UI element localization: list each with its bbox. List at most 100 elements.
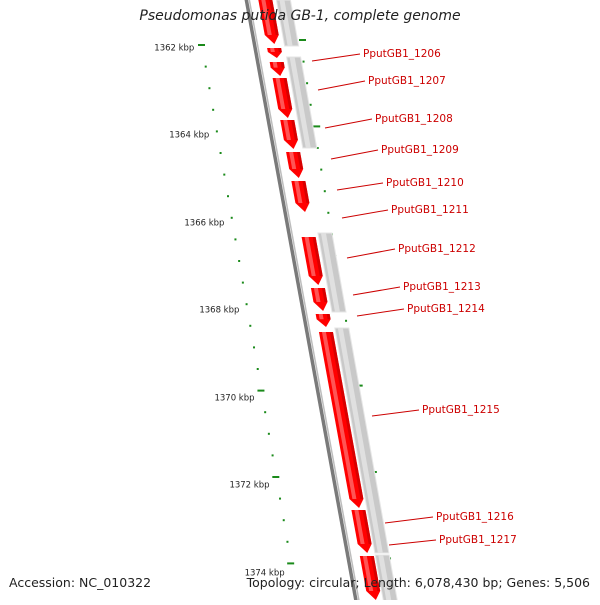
gene-leader-line xyxy=(384,516,434,524)
feature-shade xyxy=(283,78,293,109)
feature-shade xyxy=(321,288,328,302)
gene-outline-shine xyxy=(320,233,340,312)
feature-shine xyxy=(354,510,365,544)
tick-minor xyxy=(227,195,230,198)
gene-label: PputGB1_1217 xyxy=(439,534,517,546)
gene-label: PputGB1_1206 xyxy=(363,48,441,60)
gene-leader-line xyxy=(341,209,389,219)
gene-leader-line xyxy=(317,80,366,91)
gene-label: PputGB1_1214 xyxy=(407,303,485,315)
tick-minor xyxy=(234,238,237,241)
outer-tick-minor xyxy=(323,190,326,193)
tick-minor xyxy=(245,303,248,306)
feature-shine xyxy=(304,237,316,276)
outer-tick-minor xyxy=(316,147,319,149)
tick-minor xyxy=(204,65,207,68)
gene-outline-shine xyxy=(289,57,311,148)
gene-label: PputGB1_1207 xyxy=(368,75,446,87)
feature-shine xyxy=(272,62,278,68)
gene-outline-shine xyxy=(378,555,393,605)
tick-minor xyxy=(208,87,211,90)
gene-leader-line xyxy=(336,182,384,191)
gene-label: PputGB1_1215 xyxy=(422,404,500,416)
outer-tick-minor xyxy=(302,60,305,63)
genome-title: Pseudomonas putida GB-1, complete genome xyxy=(139,8,461,24)
gene-outline-shine xyxy=(279,0,293,46)
gene-leader-line xyxy=(352,286,401,296)
tick-minor xyxy=(286,540,289,543)
axis-label: 1364 kbp xyxy=(169,131,209,141)
gene-leader-line xyxy=(346,248,396,259)
tick-minor xyxy=(230,216,233,219)
tick-minor xyxy=(253,346,256,349)
axis-label: 1368 kbp xyxy=(199,306,239,316)
outer-tick-major xyxy=(313,125,321,128)
outer-tick-minor xyxy=(306,82,309,85)
outer-tick-minor xyxy=(309,103,312,106)
tick-minor xyxy=(249,324,252,327)
outer-tick-minor xyxy=(345,319,348,322)
tick-minor xyxy=(256,368,259,370)
backbone-highlight xyxy=(248,0,361,605)
feature-shade xyxy=(278,48,282,52)
tick-major xyxy=(198,44,205,46)
gene-label: PputGB1_1216 xyxy=(436,511,514,523)
accession-text: Accession: NC_010322 xyxy=(9,575,152,590)
gene-label: PputGB1_1213 xyxy=(403,281,481,293)
axis-label: 1372 kbp xyxy=(229,481,269,491)
feature-shine xyxy=(362,556,374,591)
gene-leader-line xyxy=(356,308,405,317)
gene-outline-shine xyxy=(337,328,383,553)
feature-shade xyxy=(326,314,331,320)
feature-shade xyxy=(312,237,323,276)
outer-tick-minor xyxy=(320,168,323,171)
feature-shade xyxy=(302,181,310,203)
tick-major xyxy=(257,389,265,392)
gene-labels: PputGB1_1206 PputGB1_1207 PputGB1_1208 Pput… xyxy=(311,48,517,546)
tick-minor xyxy=(264,411,267,414)
tick-major xyxy=(272,476,280,478)
axis-label: 1374 kbp xyxy=(245,569,285,579)
tick-minor xyxy=(271,454,274,457)
gene-label: PputGB1_1212 xyxy=(398,243,476,255)
feature-track xyxy=(258,0,381,600)
backbone-line xyxy=(244,0,359,605)
gene-leader-line xyxy=(388,539,437,546)
genome-summary-text: Topology: circular; Length: 6,078,430 bp… xyxy=(246,575,590,590)
tick-minor xyxy=(212,108,215,111)
feature-shine xyxy=(321,332,357,499)
feature-shine xyxy=(289,152,297,169)
gene-leader-line xyxy=(311,53,361,62)
feature-shade xyxy=(297,152,304,169)
feature-shine xyxy=(283,120,291,140)
gene-outline-track xyxy=(275,0,399,605)
feature-shine xyxy=(261,0,272,35)
gene-label: PputGB1_1209 xyxy=(381,144,459,156)
gene-leader-line xyxy=(371,409,420,417)
feature-shade xyxy=(329,332,364,499)
feature-shine xyxy=(313,288,321,302)
gene-label: PputGB1_1210 xyxy=(386,177,464,189)
axis-labels: 1362 kbp 1364 kbp 1366 kbp 1368 kbp 1370 kbp… xyxy=(154,44,284,579)
tick-major xyxy=(287,562,295,565)
tick-minor xyxy=(241,281,244,284)
feature-shade xyxy=(269,0,279,35)
feature-shade xyxy=(370,556,381,591)
gene-leader-line xyxy=(330,149,379,160)
tick-minor xyxy=(223,173,226,176)
feature-shine xyxy=(270,48,275,52)
outer-tick-minor xyxy=(327,211,330,214)
tick-minor xyxy=(215,130,218,133)
feature-shine xyxy=(294,181,303,203)
outer-tick-major xyxy=(299,39,306,41)
tick-minor xyxy=(282,519,285,522)
axis-label: 1370 kbp xyxy=(214,394,254,404)
tick-minor xyxy=(267,432,270,435)
axis-label: 1362 kbp xyxy=(154,44,194,54)
feature-shine xyxy=(318,314,324,320)
tick-minor xyxy=(219,152,222,154)
gene-leader-line xyxy=(324,118,373,129)
genome-backbone xyxy=(244,0,361,605)
